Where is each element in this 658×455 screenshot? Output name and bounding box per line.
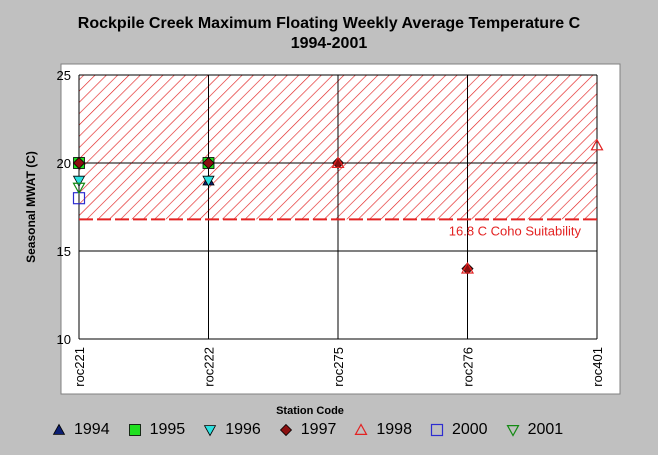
data-point-1998: [331, 156, 345, 168]
data-point-1997: [331, 156, 345, 170]
legend-label: 1996: [225, 421, 261, 438]
legend-label: 2001: [527, 421, 564, 438]
legend: 1994 1995 1996 1997 1998 2000 2001: [52, 420, 581, 440]
x-tick-label: roc221: [72, 347, 87, 387]
legend-marker-2001: [506, 424, 520, 437]
data-point-1997: [72, 156, 86, 170]
legend-item-1996: 1996: [203, 421, 261, 439]
y-tick-label: 10: [57, 332, 71, 347]
y-tick-label: 15: [57, 244, 71, 259]
legend-label: 1998: [376, 421, 412, 438]
x-axis-label: Station Code: [276, 405, 344, 417]
legend-label: 2000: [451, 421, 488, 438]
chart-title-block: Rockpile Creek Maximum Floating Weekly A…: [0, 14, 658, 54]
data-point-1997: [202, 156, 215, 170]
legend-label: 1997: [300, 421, 337, 438]
legend-marker-1996: [204, 425, 217, 437]
data-point-1998: [460, 261, 475, 274]
legend-item-1994: 1994: [52, 421, 110, 439]
legend-marker: [128, 424, 141, 436]
x-tick-label: roc222: [202, 347, 217, 387]
legend-marker-1997: [279, 423, 292, 437]
legend-item-2001: 2001: [506, 421, 564, 439]
legend-label: 1995: [149, 421, 186, 438]
data-point-1997: [461, 262, 474, 275]
legend-marker-2000: [430, 423, 444, 437]
x-tick-label: roc275: [331, 347, 346, 387]
legend-marker: [204, 425, 217, 437]
y-tick-label: 20: [57, 156, 71, 171]
y-axis-label: Seasonal MWAT (C): [24, 151, 38, 263]
legend-marker: [279, 423, 292, 437]
legend-label: 1994: [74, 421, 110, 438]
data-point-1996: [202, 175, 215, 187]
legend-item-1997: 1997: [279, 421, 337, 439]
x-tick-label: roc276: [461, 347, 476, 387]
data-point-1998: [590, 138, 604, 151]
legend-marker: [52, 423, 66, 435]
chart-title: Rockpile Creek Maximum Floating Weekly A…: [77, 15, 581, 32]
legend-marker: [506, 424, 520, 437]
x-tick-label: roc401: [590, 347, 605, 387]
legend-marker: [354, 423, 368, 435]
threshold-label: 16.8 C Coho Suitability: [449, 223, 582, 238]
data-point-2001: [72, 182, 86, 195]
legend-item-2000: 2000: [430, 421, 488, 439]
legend-marker: [430, 423, 444, 437]
chart-subtitle: 1994-2001: [290, 35, 368, 52]
legend-marker-1998: [354, 423, 368, 435]
data-point-1996: [72, 175, 86, 187]
legend-marker-1995: [128, 424, 141, 436]
legend-marker-1994: [52, 423, 66, 435]
legend-item-1995: 1995: [128, 421, 186, 439]
y-tick-label: 25: [57, 68, 71, 83]
legend-item-1998: 1998: [354, 421, 412, 439]
